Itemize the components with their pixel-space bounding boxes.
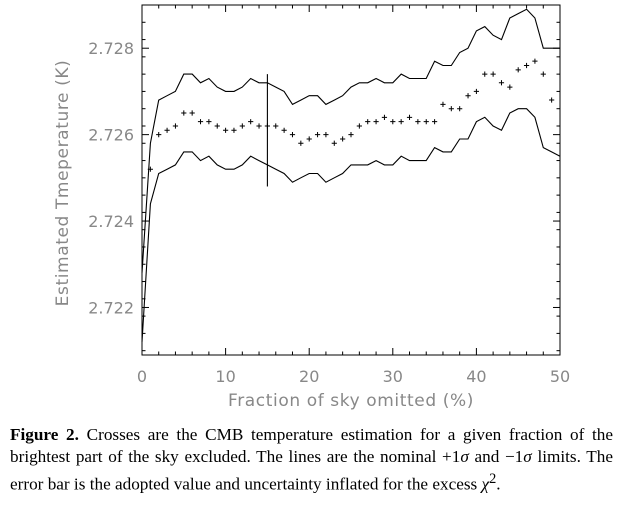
- plot-frame: [141, 4, 561, 356]
- estimate-cross: [432, 119, 438, 125]
- estimate-cross: [331, 140, 337, 146]
- caption-text-2: and −1: [468, 447, 524, 466]
- estimate-cross: [156, 132, 162, 138]
- estimate-cross: [507, 84, 513, 90]
- estimate-cross: [206, 119, 212, 125]
- estimate-cross: [306, 136, 312, 142]
- estimate-cross: [281, 127, 287, 133]
- estimate-cross: [482, 71, 488, 77]
- caption-text-3: limits. The error bar is the adopted val…: [10, 447, 613, 494]
- estimate-cross: [465, 93, 471, 99]
- y-tick-label: 2.722: [88, 298, 134, 317]
- y-tick-label: 2.728: [88, 39, 134, 58]
- estimate-cross: [423, 119, 429, 125]
- estimate-cross: [239, 123, 245, 129]
- y-tick-label: 2.724: [88, 212, 134, 231]
- axis-ticks: 0 10 20 30 40 50 2.722 2.724 2.726 2.728: [88, 4, 570, 386]
- estimate-cross: [348, 132, 354, 138]
- estimate-cross: [323, 132, 329, 138]
- estimate-cross: [532, 58, 538, 64]
- x-tick-label: 0: [137, 367, 147, 386]
- upper-limit-line: [141, 8, 560, 273]
- estimate-cross: [448, 106, 454, 112]
- estimate-cross: [248, 119, 254, 125]
- caption-text-1: Crosses are the CMB temperature estimati…: [10, 425, 614, 466]
- estimate-cross: [340, 136, 346, 142]
- figure-caption: Figure 2. Crosses are the CMB temperatur…: [10, 424, 613, 496]
- estimate-cross: [164, 127, 170, 133]
- estimate-cross: [214, 123, 220, 129]
- estimate-cross: [515, 67, 521, 73]
- estimate-cross: [256, 123, 262, 129]
- estimate-crosses: [147, 58, 555, 172]
- estimate-cross: [172, 123, 179, 129]
- x-tick-label: 30: [383, 367, 403, 386]
- estimate-cross: [298, 140, 304, 146]
- x-tick-label: 20: [299, 367, 319, 386]
- caption-sigma-1: σ: [460, 447, 469, 466]
- estimate-cross: [273, 123, 279, 129]
- estimate-cross: [197, 119, 204, 125]
- estimate-cross: [406, 114, 413, 120]
- estimate-cross: [289, 132, 296, 138]
- x-tick-label: 40: [466, 367, 486, 386]
- estimate-cross: [490, 71, 496, 77]
- estimate-cross: [189, 110, 195, 116]
- estimate-cross: [365, 119, 371, 125]
- estimate-cross: [523, 62, 530, 69]
- limit-lines: [141, 8, 561, 343]
- caption-label: Figure 2.: [10, 425, 79, 444]
- caption-end: .: [496, 474, 501, 494]
- estimate-cross: [314, 132, 321, 138]
- x-axis-label: Fraction of sky omitted (%): [228, 391, 474, 411]
- caption-exponent: 2: [489, 471, 497, 487]
- estimate-cross: [440, 101, 446, 107]
- estimate-cross: [373, 119, 379, 125]
- figure-chart: 0 10 20 30 40 50 2.722 2.724 2.726 2.728 Fraction…: [53, 4, 570, 411]
- x-tick-label: 50: [550, 367, 570, 386]
- caption-chi: χ: [481, 474, 490, 494]
- estimate-cross: [223, 127, 229, 133]
- estimate-cross: [181, 110, 187, 116]
- estimate-cross: [473, 88, 479, 95]
- estimate-cross: [457, 106, 463, 112]
- y-axis-label: Estimated Tmeperature (K): [53, 60, 73, 307]
- estimate-cross: [540, 71, 546, 77]
- x-tick-label: 10: [215, 367, 235, 386]
- estimate-cross: [356, 123, 362, 129]
- estimate-cross: [231, 127, 237, 133]
- estimate-cross: [381, 114, 388, 120]
- estimate-cross: [549, 97, 555, 103]
- y-tick-label: 2.726: [88, 126, 134, 145]
- estimate-cross: [398, 119, 404, 125]
- estimate-cross: [415, 119, 421, 125]
- estimate-cross: [390, 119, 396, 125]
- estimate-cross: [498, 80, 505, 86]
- estimate-cross: [147, 166, 153, 172]
- lower-limit-line: [141, 108, 561, 343]
- caption-sigma-2: σ: [523, 447, 532, 466]
